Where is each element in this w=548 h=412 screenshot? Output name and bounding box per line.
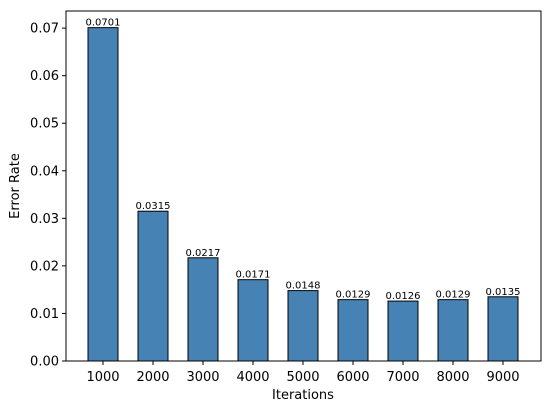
x-axis-label: Iterations <box>272 388 334 403</box>
y-tick-label: 0.04 <box>30 164 59 179</box>
value-label: 0.0701 <box>86 18 121 29</box>
value-label: 0.0129 <box>336 290 371 301</box>
x-tick-label: 7000 <box>386 370 419 385</box>
x-tick-label: 5000 <box>286 370 319 385</box>
y-tick-label: 0.00 <box>30 355 59 370</box>
bar <box>237 279 269 362</box>
bar <box>137 210 169 362</box>
bar <box>437 299 469 362</box>
bar <box>487 296 519 362</box>
y-tick-label: 0.07 <box>30 22 59 37</box>
value-label: 0.0217 <box>186 248 221 259</box>
y-tick-label: 0.03 <box>30 212 59 227</box>
bar <box>87 27 119 362</box>
value-label: 0.0148 <box>286 281 321 292</box>
value-label: 0.0126 <box>386 291 421 302</box>
y-tick-label: 0.05 <box>30 117 59 132</box>
plot-frame <box>65 10 542 362</box>
x-tick-label: 3000 <box>186 370 219 385</box>
x-tick-label: 4000 <box>236 370 269 385</box>
x-tick-label: 9000 <box>486 370 519 385</box>
bar <box>337 299 369 362</box>
value-label: 0.0129 <box>436 290 471 301</box>
x-tick-label: 1000 <box>86 370 119 385</box>
x-tick-label: 2000 <box>136 370 169 385</box>
y-tick-label: 0.01 <box>30 307 59 322</box>
bar <box>387 300 419 362</box>
x-tick-label: 8000 <box>436 370 469 385</box>
y-tick-label: 0.02 <box>30 259 59 274</box>
y-tick-label: 0.06 <box>30 69 59 84</box>
bar <box>187 257 219 362</box>
bar <box>287 290 319 362</box>
value-label: 0.0315 <box>136 201 171 212</box>
y-axis-label: Error Rate <box>8 153 23 219</box>
value-label: 0.0171 <box>236 270 271 281</box>
x-tick-label: 6000 <box>336 370 369 385</box>
value-label: 0.0135 <box>486 287 521 298</box>
